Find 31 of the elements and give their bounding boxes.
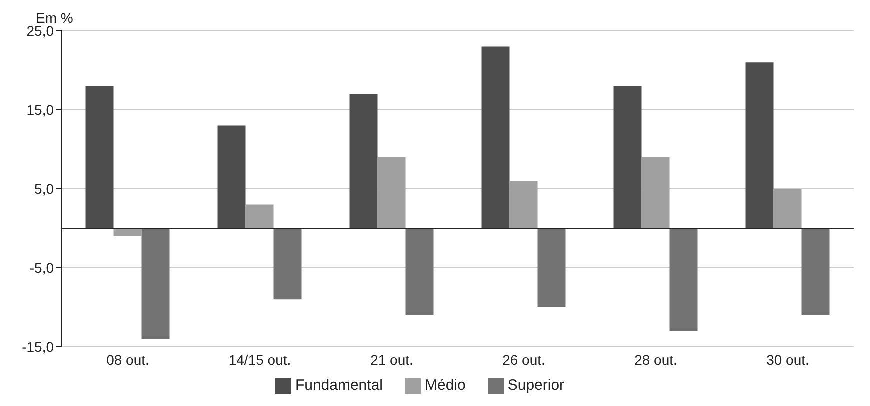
- bar: [218, 126, 246, 228]
- legend-label: Superior: [508, 376, 565, 394]
- bar: [746, 62, 774, 228]
- y-tick-label: -15,0: [22, 338, 54, 355]
- bar: [142, 228, 170, 340]
- legend-label: Médio: [425, 376, 466, 394]
- bar: [114, 228, 142, 236]
- legend-label: Fundamental: [295, 376, 383, 394]
- bar: [378, 157, 406, 228]
- bar: [274, 228, 302, 300]
- y-tick-label: 15,0: [26, 102, 54, 118]
- bar: [642, 157, 670, 228]
- bar: [510, 181, 538, 228]
- bar: [246, 204, 274, 228]
- bar: [482, 46, 510, 228]
- bar: [538, 228, 566, 308]
- x-tick-label: 30 out.: [766, 352, 810, 368]
- x-tick-label: 08 out.: [106, 352, 150, 368]
- bar: [350, 94, 378, 228]
- bar: [670, 228, 698, 332]
- x-tick-label: 14/15 out.: [228, 352, 292, 368]
- bar: [86, 86, 114, 228]
- bar: [802, 228, 830, 316]
- x-tick-label: 26 out.: [502, 352, 546, 368]
- x-tick-label: 28 out.: [634, 352, 678, 368]
- y-tick-label: 5,0: [34, 180, 54, 197]
- bar: [614, 86, 642, 228]
- bar: [774, 188, 802, 228]
- y-tick-label: -5,0: [30, 260, 54, 276]
- bar: [406, 228, 434, 316]
- x-tick-label: 21 out.: [370, 352, 414, 368]
